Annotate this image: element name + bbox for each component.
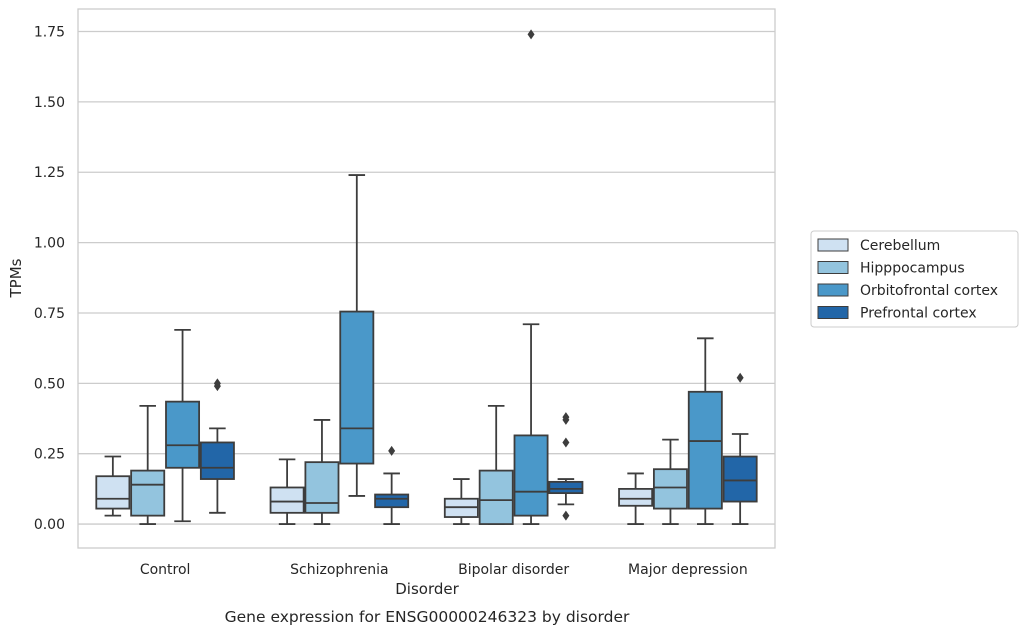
y-tick-label: 1.25	[34, 165, 65, 181]
x-tick-labels: Control Schizophrenia Bipolar disorder Majo…	[140, 562, 748, 578]
box-iqr	[548, 480, 584, 495]
box-iqr	[618, 487, 654, 507]
y-tick-labels: 0.00 0.25 0.50 0.75 1.00 1.25 1.50 1.75	[34, 25, 65, 534]
legend-swatch	[817, 238, 849, 252]
plot-frame	[77, 8, 776, 549]
y-tick-label: 0.50	[34, 376, 65, 392]
box-iqr	[722, 455, 758, 503]
box-iqr	[652, 468, 688, 510]
legend-swatch	[817, 306, 849, 319]
outlier-marker	[562, 510, 570, 521]
box-prefrontal-cortex	[199, 378, 235, 514]
box-orbitofrontal-cortex	[165, 328, 201, 523]
y-tick-label: 1.50	[34, 95, 65, 111]
box-iqr	[269, 486, 305, 514]
box-cerebellum	[269, 458, 305, 525]
x-axis-label: Disorder	[395, 580, 459, 598]
box-iqr	[95, 475, 131, 510]
legend-swatch	[817, 261, 849, 274]
chart-title: Gene expression for ENSG00000246323 by d…	[225, 608, 630, 626]
box-prefrontal-cortex	[722, 372, 758, 525]
legend-label: Prefrontal cortex	[860, 306, 977, 322]
box-iqr	[687, 390, 723, 510]
legend: Cerebellum Hipppocampus Orbitofrontal cort…	[810, 230, 1019, 328]
y-tick-label: 0.75	[34, 306, 65, 322]
box-iqr	[199, 441, 235, 480]
outlier-marker	[388, 445, 396, 456]
box-iqr	[130, 469, 166, 517]
box-prefrontal-cortex	[374, 445, 410, 525]
box-orbitofrontal-cortex	[339, 174, 375, 497]
box-iqr	[339, 310, 375, 465]
legend-label: Hipppocampus	[860, 261, 965, 277]
box-cerebellum	[95, 455, 131, 517]
y-tick-label: 0.25	[34, 447, 65, 463]
y-tick-label: 1.75	[34, 25, 65, 41]
box-plot-area	[95, 29, 758, 525]
box-iqr	[478, 469, 514, 525]
legend-swatch	[817, 283, 849, 297]
y-tick-label: 0.00	[34, 517, 65, 533]
outlier-marker	[562, 412, 570, 423]
outlier-marker	[736, 372, 744, 383]
box-hipppocampus	[130, 404, 166, 525]
y-tick-label: 1.00	[34, 236, 65, 252]
box-hipppocampus	[478, 404, 514, 525]
box-iqr	[165, 400, 201, 469]
legend-label: Cerebellum	[860, 238, 940, 254]
box-cerebellum	[443, 478, 479, 525]
x-tick-label: Bipolar disorder	[458, 562, 569, 578]
box-iqr	[304, 461, 340, 514]
x-tick-label: Major depression	[628, 562, 748, 578]
outlier-marker	[527, 29, 535, 40]
box-hipppocampus	[652, 438, 688, 525]
x-tick-label: Schizophrenia	[290, 562, 388, 578]
outlier-marker	[562, 437, 570, 448]
y-axis-label: TPMs	[7, 258, 25, 298]
legend-label: Orbitofrontal cortex	[860, 283, 998, 299]
box-prefrontal-cortex	[548, 412, 584, 521]
box-orbitofrontal-cortex	[687, 337, 723, 525]
box-hipppocampus	[304, 419, 340, 525]
x-tick-label: Control	[140, 562, 191, 578]
box-cerebellum	[618, 472, 654, 525]
box-iqr	[513, 434, 549, 517]
box-orbitofrontal-cortex	[513, 29, 549, 525]
box-iqr	[374, 493, 410, 509]
outlier-marker	[213, 378, 221, 389]
legend-frame	[810, 230, 1019, 328]
